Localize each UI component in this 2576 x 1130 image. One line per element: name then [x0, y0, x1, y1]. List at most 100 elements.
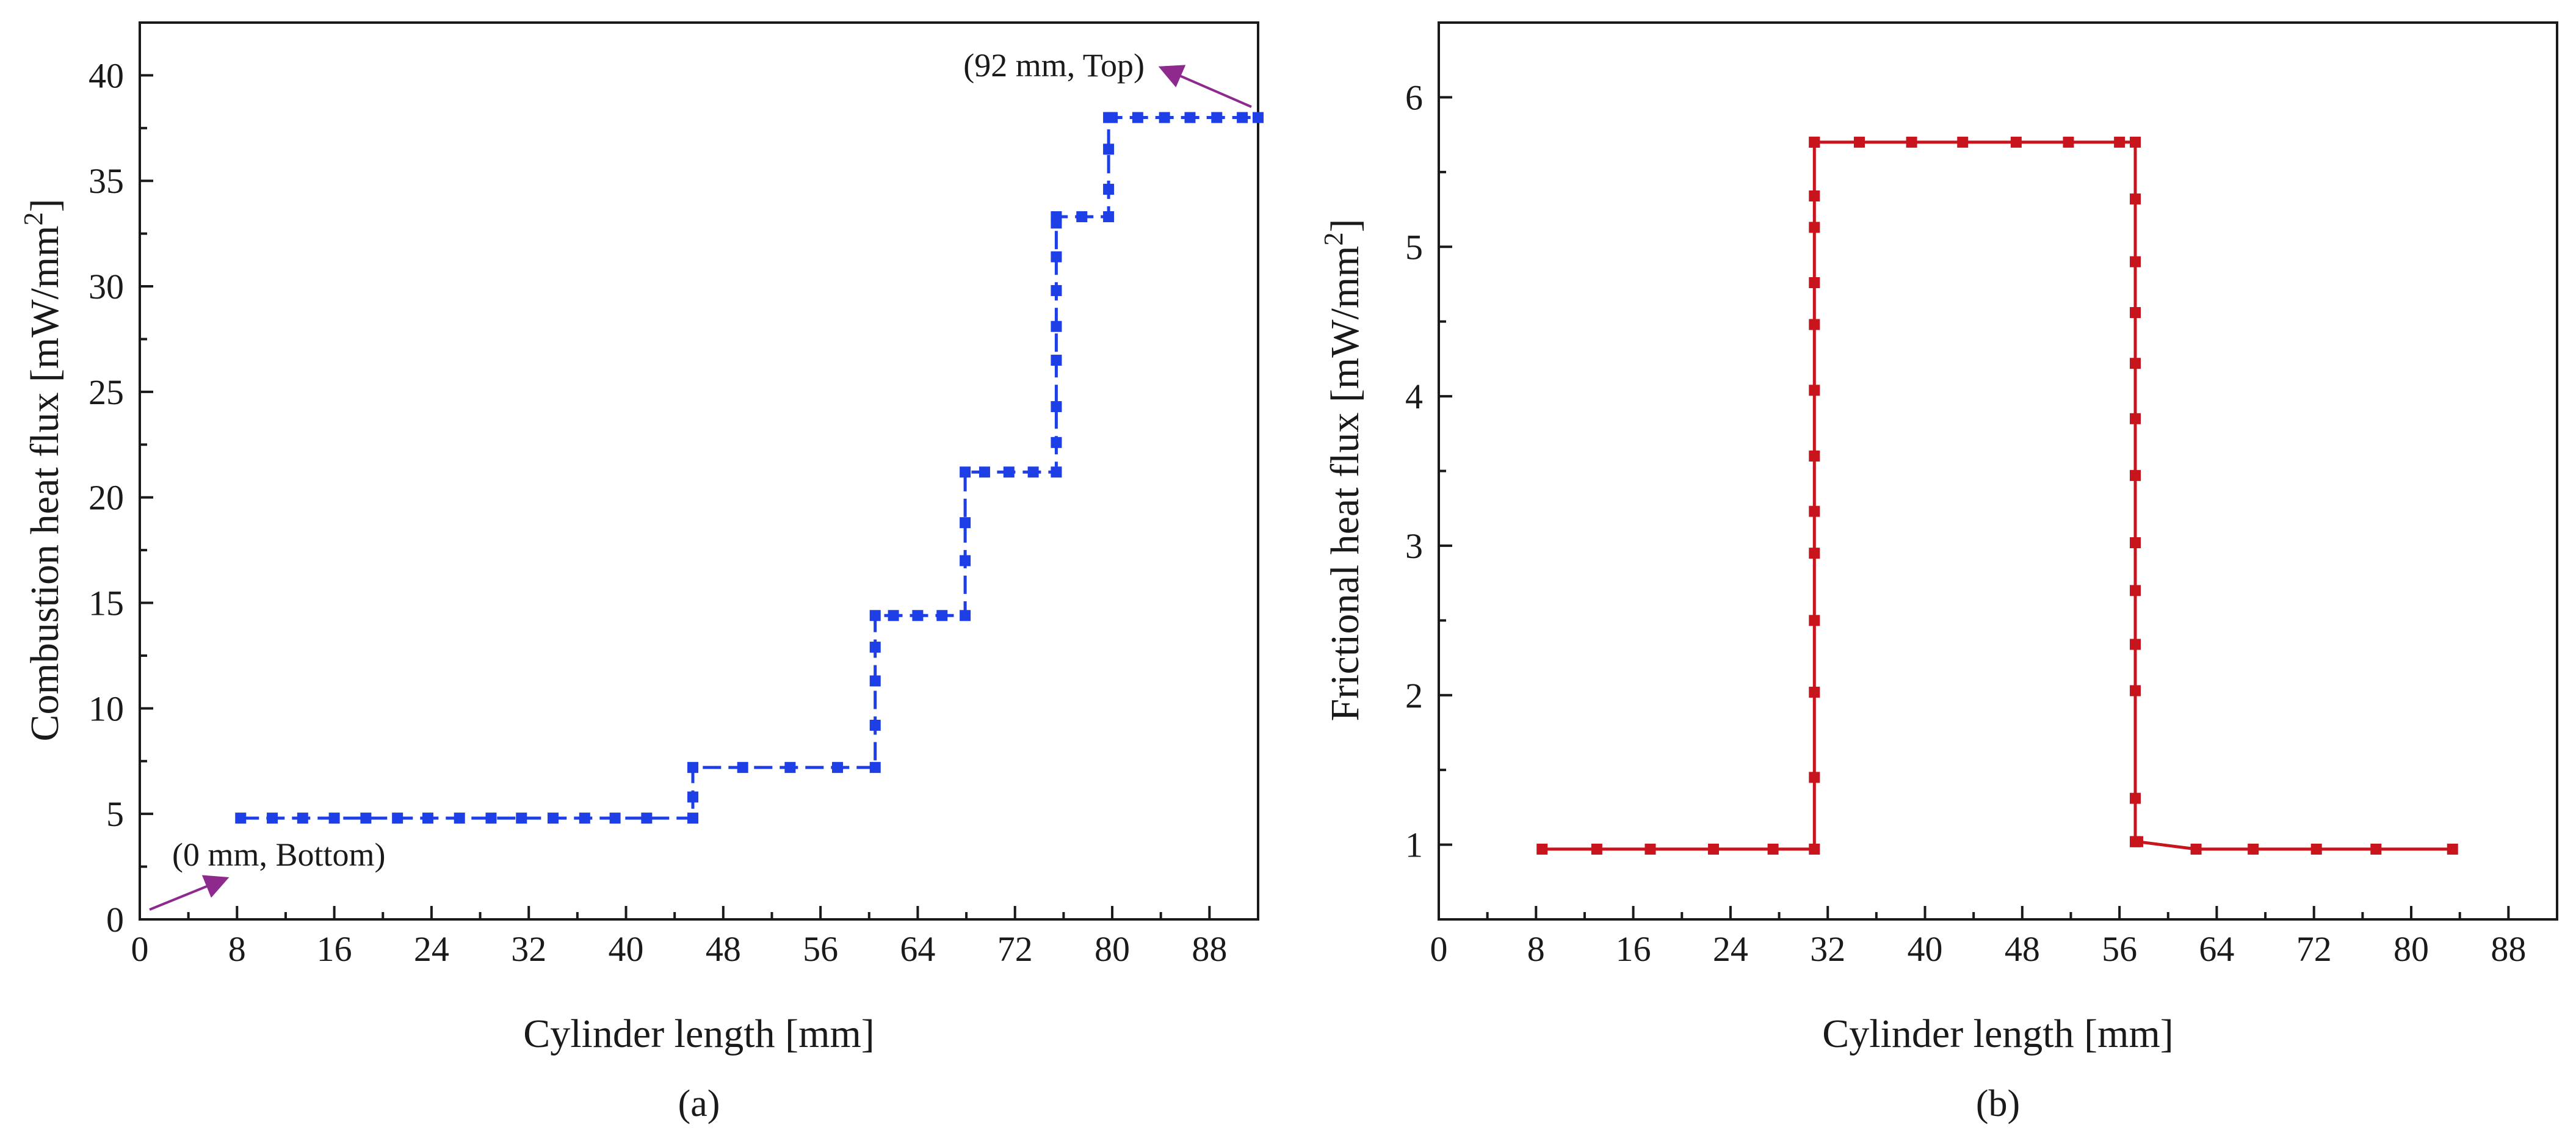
data-points-b [1536, 136, 2458, 855]
plot-frame-a [139, 21, 1259, 921]
data-point-b-43 [2370, 843, 2382, 855]
x-tick-label-b-0: 0 [1430, 929, 1448, 969]
data-point-b-31 [2130, 469, 2141, 481]
data-point-a-33 [1003, 466, 1015, 478]
data-point-a-47 [1103, 143, 1115, 155]
y-axis-title-b-close: ] [1323, 219, 1367, 233]
data-point-a-10 [548, 813, 559, 824]
data-point-b-12 [1809, 385, 1820, 396]
data-point-a-51 [1159, 112, 1170, 123]
y-tick-label-a-1: 5 [106, 794, 124, 834]
data-point-b-14 [1809, 277, 1820, 289]
data-point-a-0 [235, 813, 247, 824]
data-point-b-18 [1809, 136, 1820, 148]
data-point-b-19 [1853, 136, 1865, 148]
annotation-top: (92 mm, Top) [963, 47, 1145, 84]
data-point-a-55 [1253, 112, 1264, 123]
data-point-a-1 [267, 813, 278, 824]
x-tick-label-a-7: 56 [803, 929, 838, 969]
series-line-a [241, 116, 1258, 820]
data-point-a-43 [1051, 211, 1062, 222]
annotation-arrow-bottom [149, 875, 230, 911]
data-point-a-50 [1132, 112, 1143, 123]
data-point-b-1 [1591, 843, 1602, 855]
data-point-b-7 [1809, 686, 1820, 698]
data-point-a-13 [641, 813, 653, 824]
data-point-b-16 [1809, 190, 1820, 202]
y-tick-label-b-0: 1 [1405, 825, 1423, 865]
data-point-a-53 [1211, 112, 1223, 123]
data-point-b-4 [1767, 843, 1779, 855]
data-point-a-28 [960, 610, 971, 621]
x-tick-label-a-10: 80 [1094, 929, 1130, 969]
x-tick-label-a-3: 24 [414, 929, 449, 969]
x-tick-label-b-11: 88 [2491, 929, 2526, 969]
data-point-b-26 [2130, 193, 2141, 205]
data-point-a-36 [1051, 436, 1062, 448]
panel-label-b: (b) [1976, 1083, 2020, 1125]
y-tick-label-b-4: 5 [1405, 227, 1423, 267]
data-point-a-25 [888, 610, 899, 621]
x-tick-label-b-6: 48 [2005, 929, 2040, 969]
data-point-a-16 [687, 762, 699, 773]
data-point-b-30 [2130, 413, 2141, 424]
data-point-b-6 [1809, 772, 1820, 783]
data-point-b-10 [1809, 505, 1820, 517]
data-point-a-30 [960, 517, 971, 529]
data-point-b-9 [1809, 548, 1820, 559]
y-tick-label-a-4: 20 [89, 478, 124, 518]
x-tick-label-b-10: 80 [2393, 929, 2429, 969]
data-point-b-20 [1906, 136, 1917, 148]
data-point-a-24 [869, 610, 881, 621]
data-point-b-39 [2132, 836, 2143, 847]
x-tick-label-a-11: 88 [1192, 929, 1227, 969]
x-tick-label-a-9: 72 [997, 929, 1033, 969]
x-tick-label-a-0: 0 [131, 929, 149, 969]
data-point-a-6 [422, 813, 433, 824]
data-point-b-3 [1708, 843, 1720, 855]
data-point-a-19 [832, 762, 844, 773]
data-point-b-32 [2130, 537, 2141, 549]
data-point-a-52 [1184, 112, 1196, 123]
y-tick-label-a-2: 10 [89, 689, 124, 728]
x-tick-labels-a: 0 8 16 24 32 40 48 56 64 72 80 88 [131, 929, 1228, 969]
y-tick-label-a-6: 30 [89, 267, 124, 306]
data-point-b-33 [2130, 585, 2141, 596]
x-tick-label-b-5: 40 [1908, 929, 1943, 969]
x-tick-label-a-6: 48 [706, 929, 741, 969]
data-point-a-21 [869, 720, 881, 731]
data-point-a-38 [1051, 355, 1062, 366]
data-point-a-37 [1051, 401, 1062, 413]
data-point-a-12 [609, 813, 621, 824]
x-tick-label-b-4: 32 [1810, 929, 1845, 969]
data-point-a-9 [516, 813, 527, 824]
data-point-b-15 [1809, 222, 1820, 233]
y-axis-title-a-close: ] [23, 198, 67, 212]
data-point-b-28 [2130, 306, 2141, 318]
x-tick-label-b-3: 24 [1713, 929, 1748, 969]
data-point-a-41 [1051, 251, 1062, 263]
data-point-b-8 [1809, 615, 1820, 626]
y-tick-labels-b: 1 2 3 4 5 6 [1405, 78, 1423, 864]
chart-panel-a: 0 8 16 24 32 40 48 56 64 72 80 88 0510152025303540 … [18, 21, 1264, 1125]
data-points-a [235, 112, 1264, 824]
data-point-b-11 [1809, 451, 1820, 462]
data-point-b-24 [2114, 136, 2126, 148]
y-axis-title-b-sup: 2 [1319, 233, 1348, 246]
y-tick-label-b-5: 6 [1405, 78, 1423, 117]
data-point-a-29 [960, 555, 971, 567]
data-point-a-23 [869, 642, 881, 653]
x-tick-label-a-4: 32 [511, 929, 546, 969]
data-point-b-5 [1809, 843, 1820, 855]
data-point-a-17 [737, 762, 748, 773]
y-tick-labels-a: 0 5 10 15 20 25 30 35 40 [89, 56, 124, 940]
y-tick-label-a-3: 15 [89, 584, 124, 623]
y-tick-label-a-8: 40 [89, 56, 124, 95]
y-tick-label-a-0: 0 [106, 900, 124, 940]
x-tick-labels-b: 0 8 16 24 32 40 48 56 64 72 80 88 [1430, 929, 2527, 969]
y-axis-title-b: Frictional heat flux [mW/mm2] [1319, 219, 1367, 722]
data-point-a-26 [912, 610, 924, 621]
data-point-a-34 [1027, 466, 1039, 478]
data-point-a-20 [869, 762, 881, 773]
